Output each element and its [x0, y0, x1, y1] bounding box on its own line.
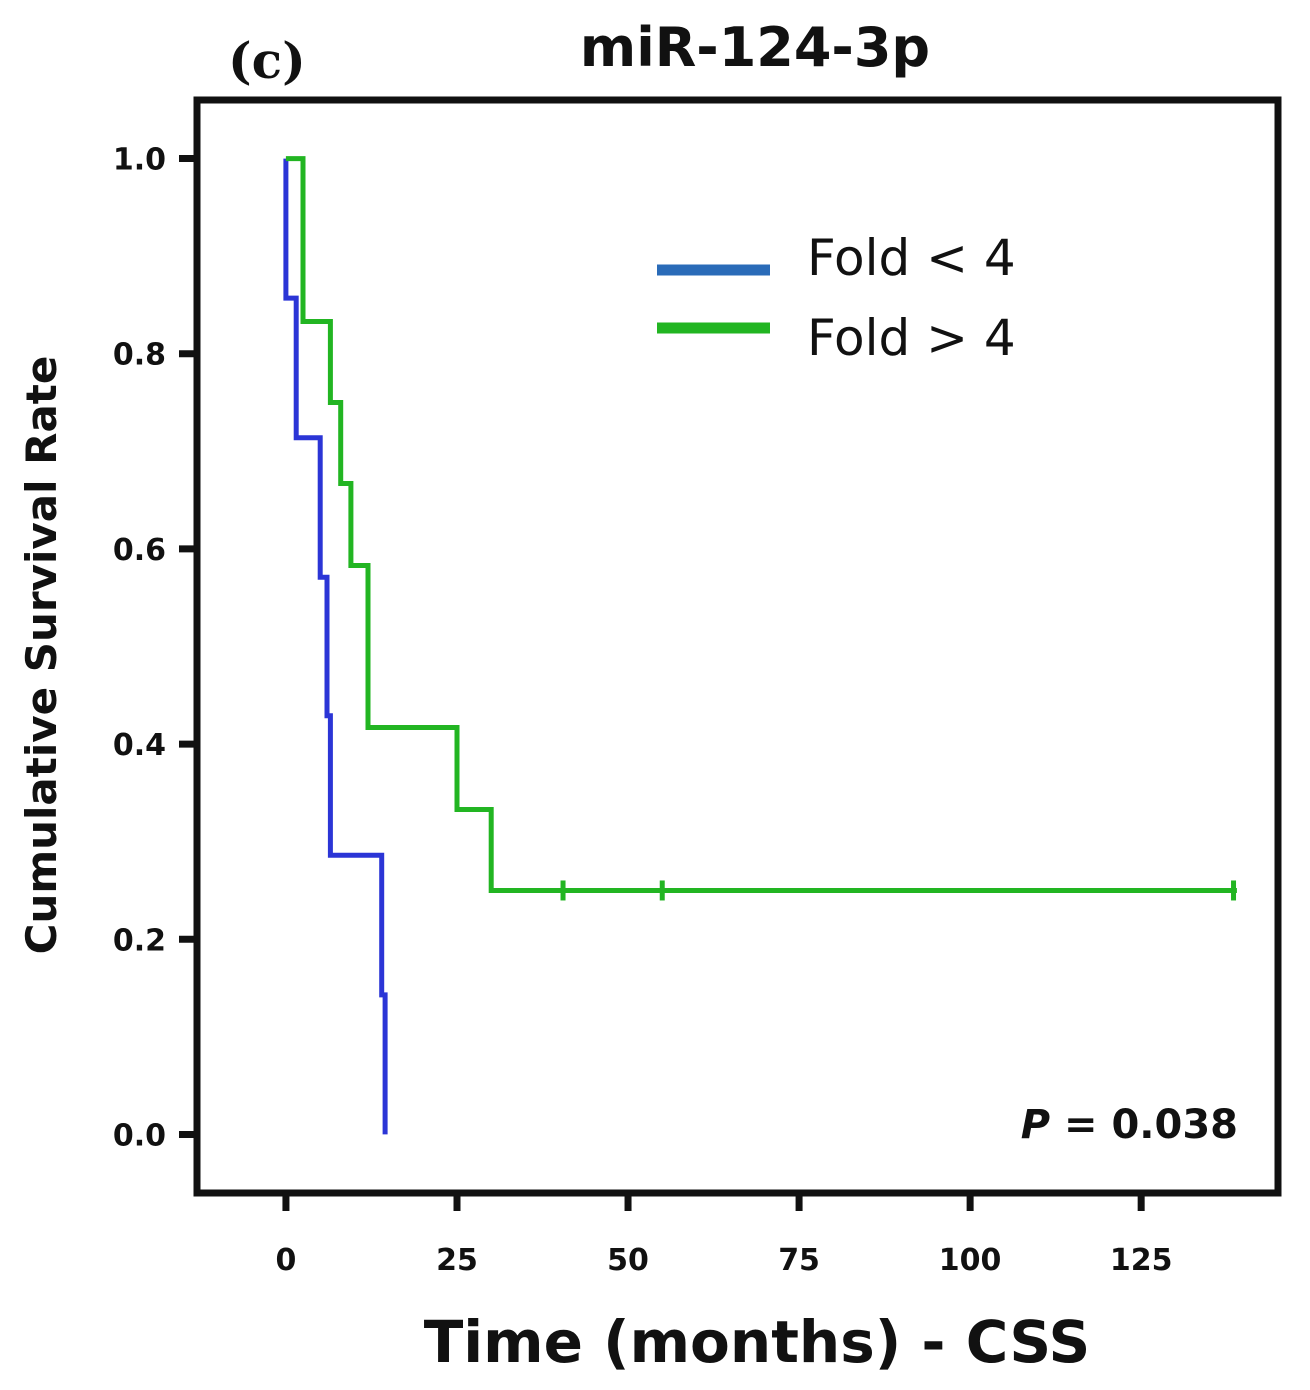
legend-label-fold-lt-4: Fold < 4: [807, 229, 1016, 287]
p-value-number: = 0.038: [1050, 1102, 1238, 1148]
x-tick-label-25: 25: [436, 1243, 478, 1278]
series-line-1: [285, 156, 1237, 893]
y-tick-label-0: 0.0: [113, 1118, 166, 1153]
p-value-symbol: P: [1021, 1102, 1050, 1148]
series-line-0: [283, 158, 388, 1135]
y-axis-label: Cumulative Survival Rate: [17, 356, 66, 955]
y-tick-label-2: 0.4: [113, 728, 166, 763]
panel-label: (c): [228, 31, 306, 90]
x-tick-label-50: 50: [607, 1243, 649, 1278]
plot-frame: [193, 96, 1282, 1197]
chart-title: miR-124-3p: [580, 16, 930, 79]
x-axis-label: Time (months) - CSS: [424, 1308, 1091, 1376]
x-tick-label-0: 0: [276, 1243, 297, 1278]
series-layer: [283, 156, 1237, 1135]
y-tick-label-5: 1.0: [113, 143, 166, 178]
y-tick-label-1: 0.2: [113, 923, 166, 958]
legend-label-fold-gt-4: Fold > 4: [807, 309, 1016, 367]
y-tick-label-3: 0.6: [113, 533, 166, 568]
x-tick-label-100: 100: [939, 1243, 1002, 1278]
p-value-annotation: P = 0.038: [1021, 1102, 1238, 1148]
x-axis-ticks: 0 25 50 75 100 125: [276, 1193, 1173, 1278]
x-tick-label-125: 125: [1110, 1243, 1173, 1278]
y-tick-label-4: 0.8: [113, 338, 166, 373]
legend: Fold < 4 Fold > 4: [657, 229, 1016, 367]
y-axis-ticks: 0.0 0.2 0.4 0.6 0.8 1.0: [113, 143, 197, 1153]
x-tick-label-75: 75: [778, 1243, 820, 1278]
